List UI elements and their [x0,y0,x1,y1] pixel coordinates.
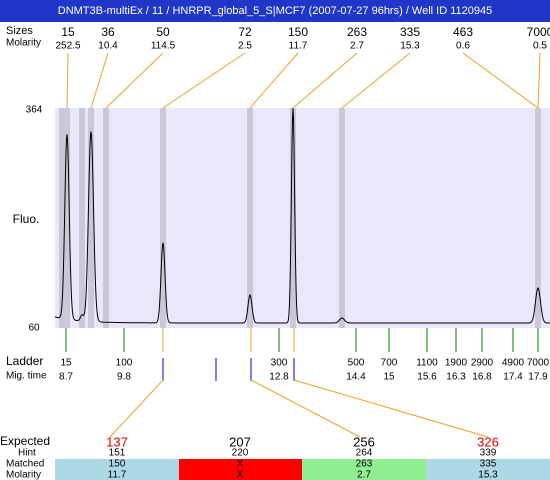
expected-label: Expected [0,434,50,448]
peak-size: 7000 [527,25,550,39]
cell-bg [302,459,426,480]
ladder-mig: 8.7 [59,372,73,383]
y-top-label: 364 [26,105,43,116]
peak-molarity: 0.6 [456,41,470,52]
peak-band [59,108,65,328]
matched-size: 335 [480,459,497,470]
ladder-size: 15 [60,358,72,369]
ladder-label: Ladder [6,354,43,368]
matched-size: 150 [109,459,126,470]
peak-band [339,108,345,328]
matched-size: X [237,459,244,470]
peak-band [79,108,85,328]
matched-molarity: 15.3 [478,470,498,480]
peak-size: 335 [400,25,420,39]
peak-molarity: 11.7 [289,41,308,52]
peak-connector [537,52,541,109]
peak-size: 36 [101,25,115,39]
ladder-mig: 9.8 [117,372,131,383]
matched-molarity: 11.7 [108,470,127,480]
peak-molarity: 2.5 [238,41,252,52]
molarity-label: Molarity [6,470,41,480]
ladder-size: 700 [381,358,398,369]
ladder-mig: 14.4 [346,372,366,383]
peak-connector [105,52,164,109]
ladder-size: 1100 [416,358,438,369]
cell-bg [426,459,550,480]
hint-label: Hint [18,448,36,459]
peak-size: 263 [347,25,367,39]
ladder-mig: 16.8 [472,372,492,383]
ladder-size: 1900 [445,358,468,369]
mig-time-label: Mig. time [6,371,47,382]
peak-size: 72 [238,25,252,39]
peak-size: 463 [453,25,473,39]
peak-size: 150 [288,25,308,39]
ladder-mig: 15.6 [417,372,437,383]
peak-molarity: 15.3 [400,41,420,52]
matched-size: 263 [356,459,373,470]
title-bar [0,0,550,22]
matched-label: Matched [6,459,44,470]
peak-connector [249,52,299,109]
title: DNMT3B-multiEx / 11 / HNRPR_global_5_S|M… [58,5,492,17]
ladder-mig: 16.3 [446,372,466,383]
peak-band [247,108,253,328]
ladder-size: 4900 [502,358,525,369]
ladder-size: 2900 [471,358,494,369]
ladder-mig: 15 [383,372,395,383]
ladder-size: 500 [348,358,365,369]
match-connector [250,379,361,438]
expected-size: 207 [229,434,251,449]
peak-molarity: 0.5 [533,41,547,52]
peak-connector [462,52,539,109]
peak-band [88,108,94,328]
cell-bg [55,459,179,480]
matched-molarity: X [237,470,244,480]
expected-size: 326 [477,434,499,449]
hint-size: 264 [356,448,373,459]
y-bottom-label: 60 [28,323,40,334]
peak-size: 15 [61,25,75,39]
ladder-size: 100 [116,358,133,369]
ladder-size: 7000 [527,358,550,369]
peak-molarity: 10.4 [98,41,118,52]
cell-bg [179,459,302,480]
peak-band [103,108,109,328]
peak-connector [66,52,69,109]
ladder-size: 300 [271,358,288,369]
peak-band [535,108,541,328]
matched-molarity: 2.7 [357,470,371,480]
sizes-label: Sizes [6,25,33,37]
plot-area [55,108,550,328]
match-connector [109,379,164,438]
expected-size: 256 [353,434,375,449]
y-axis-label: Fluo. [13,212,40,226]
peak-band [64,108,70,328]
ladder-mig: 12.8 [269,372,289,383]
hint-size: 220 [232,448,249,459]
hint-size: 151 [109,448,126,459]
peak-connector [341,52,411,109]
peak-molarity: 2.7 [350,41,364,52]
peak-molarity: 252.5 [55,41,80,52]
peak-connector [90,52,109,109]
peak-molarity: 114.5 [151,41,176,52]
expected-size: 137 [106,434,128,449]
peak-band [290,108,296,328]
match-connector [293,379,489,438]
trace [54,107,550,324]
peak-band [160,108,166,328]
ladder-mig: 17.4 [503,372,523,383]
hint-size: 339 [480,448,497,459]
peak-connector [292,52,358,109]
peak-size: 50 [156,25,170,39]
molarity-label: Molarity [6,38,41,49]
ladder-mig: 17.9 [528,372,548,383]
peak-connector [162,52,246,109]
